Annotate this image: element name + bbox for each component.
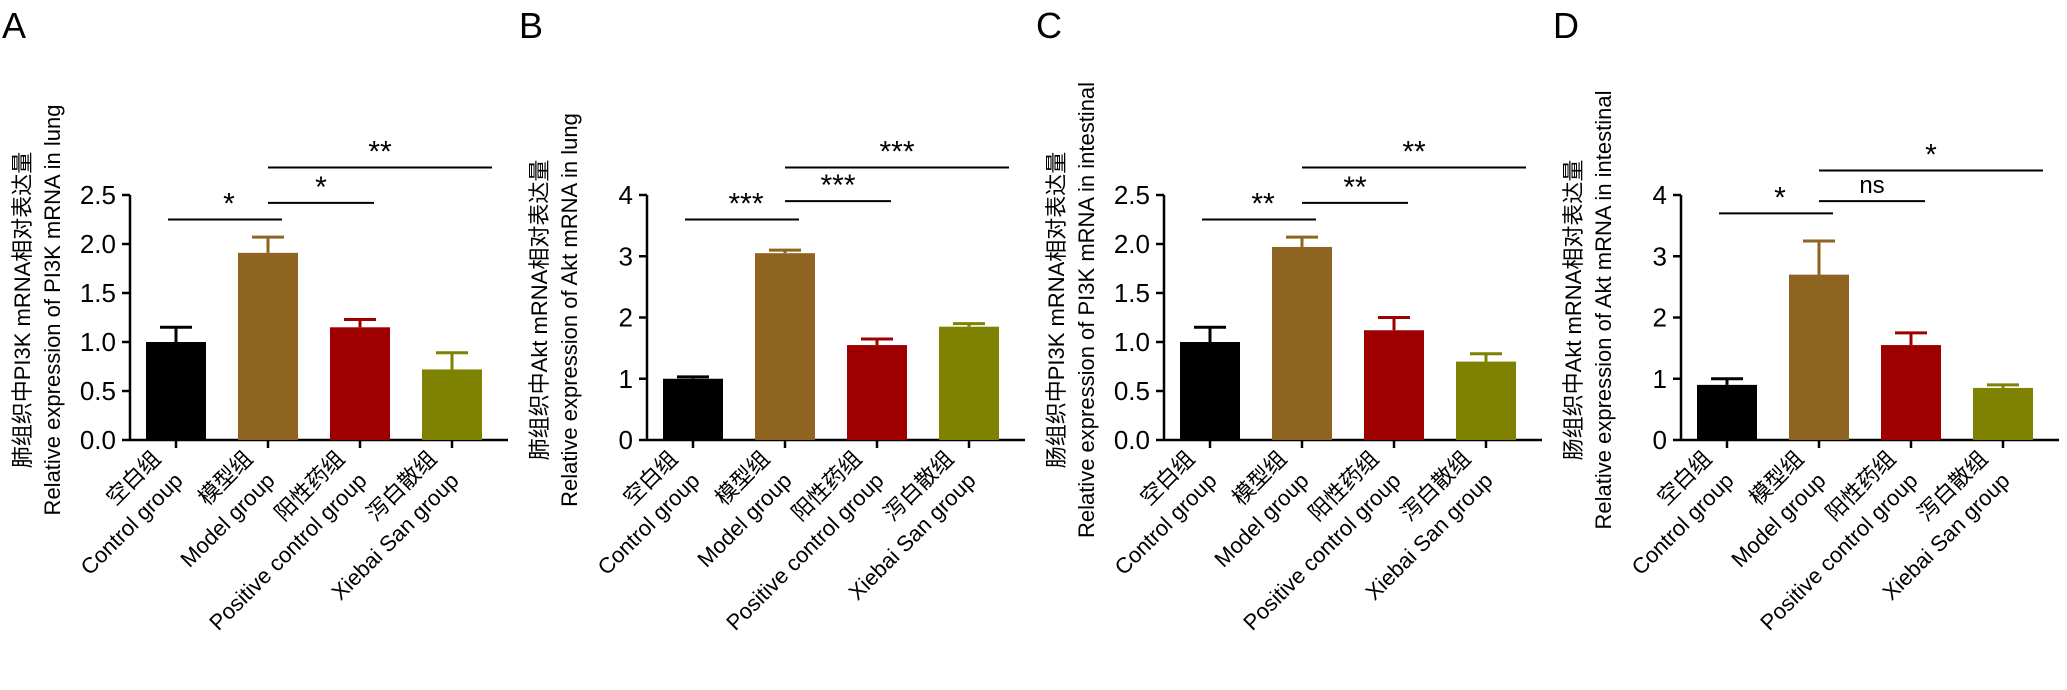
- bar-control: [663, 378, 723, 440]
- significance-label: **: [368, 136, 392, 169]
- y-tick-label: 2.5: [1114, 180, 1150, 210]
- significance-label: *: [223, 188, 235, 221]
- y-tick-label: 1.5: [1114, 278, 1150, 308]
- bar-positive: [847, 345, 907, 440]
- bar-positive: [330, 327, 390, 440]
- significance-label: **: [1402, 136, 1426, 169]
- bar-xiebai: [1456, 361, 1516, 440]
- y-axis-title-cn: 肺组织中Akt mRNA相对表达量: [527, 160, 552, 461]
- significance-label: *: [315, 171, 327, 204]
- panel-label: B: [519, 5, 543, 46]
- significance-label: ns: [1859, 172, 1884, 199]
- y-axis-title: Relative expression of PI3K mRNA in lung: [40, 105, 65, 516]
- y-tick-label: 0.0: [1114, 425, 1150, 455]
- bar-control: [1180, 342, 1240, 440]
- y-axis-title: Relative expression of PI3K mRNA in inte…: [1074, 82, 1099, 538]
- chart-panel-A: A 肺组织中PI3K mRNA相对表达量 Relative expression o…: [2, 5, 508, 635]
- significance-label: **: [1343, 171, 1367, 204]
- bar-positive: [1881, 345, 1941, 440]
- significance-label: **: [1251, 188, 1275, 221]
- bar-control: [1697, 384, 1757, 440]
- bar-model: [1272, 246, 1332, 440]
- y-tick-label: 2.0: [1114, 229, 1150, 259]
- y-axis-title: Relative expression of Akt mRNA in intes…: [1591, 91, 1616, 530]
- significance-label: ***: [820, 169, 855, 202]
- y-axis-title-cn: 肺组织中PI3K mRNA相对表达量: [10, 152, 35, 469]
- y-tick-label: 3: [619, 241, 633, 271]
- y-tick-label: 2: [1653, 303, 1667, 333]
- bar-xiebai: [422, 369, 482, 440]
- y-axis-title-cn: 肠组织中Akt mRNA相对表达量: [1561, 160, 1586, 461]
- significance-label: ***: [879, 135, 914, 168]
- y-tick-label: 0.5: [80, 376, 116, 406]
- significance-label: ***: [728, 188, 763, 221]
- chart-panel-D: D 肠组织中Akt mRNA相对表达量 Relative expression of…: [1553, 5, 2059, 635]
- y-tick-label: 1: [1653, 364, 1667, 394]
- bar-control: [146, 342, 206, 440]
- y-tick-label: 1.5: [80, 278, 116, 308]
- significance-label: *: [1774, 181, 1786, 214]
- y-tick-label: 0: [1653, 425, 1667, 455]
- bar-positive: [1364, 330, 1424, 440]
- bar-model: [238, 252, 298, 440]
- panel-label: D: [1553, 5, 1579, 46]
- y-tick-label: 2: [619, 303, 633, 333]
- bar-model: [1789, 274, 1849, 440]
- bar-xiebai: [1973, 387, 2033, 440]
- chart-panel-C: C 肠组织中PI3K mRNA相对表达量 Relative expression o…: [1036, 5, 1542, 635]
- panel-label: C: [1036, 5, 1062, 46]
- bar-model: [755, 253, 815, 440]
- y-tick-label: 4: [1653, 180, 1667, 210]
- y-tick-label: 0: [619, 425, 633, 455]
- panel-label: A: [2, 5, 26, 46]
- chart-panel-B: B 肺组织中Akt mRNA相对表达量 Relative expression of…: [519, 5, 1025, 635]
- y-axis-title: Relative expression of Akt mRNA in lung: [557, 113, 582, 507]
- significance-label: *: [1925, 139, 1937, 172]
- y-axis-title-cn: 肠组织中PI3K mRNA相对表达量: [1044, 152, 1069, 469]
- y-tick-label: 0.5: [1114, 376, 1150, 406]
- y-tick-label: 3: [1653, 241, 1667, 271]
- y-tick-label: 2.0: [80, 229, 116, 259]
- y-tick-label: 0.0: [80, 425, 116, 455]
- y-tick-label: 1.0: [1114, 327, 1150, 357]
- bar-xiebai: [939, 326, 999, 440]
- y-tick-label: 1.0: [80, 327, 116, 357]
- y-tick-label: 1: [619, 364, 633, 394]
- y-tick-label: 4: [619, 180, 633, 210]
- y-tick-label: 2.5: [80, 180, 116, 210]
